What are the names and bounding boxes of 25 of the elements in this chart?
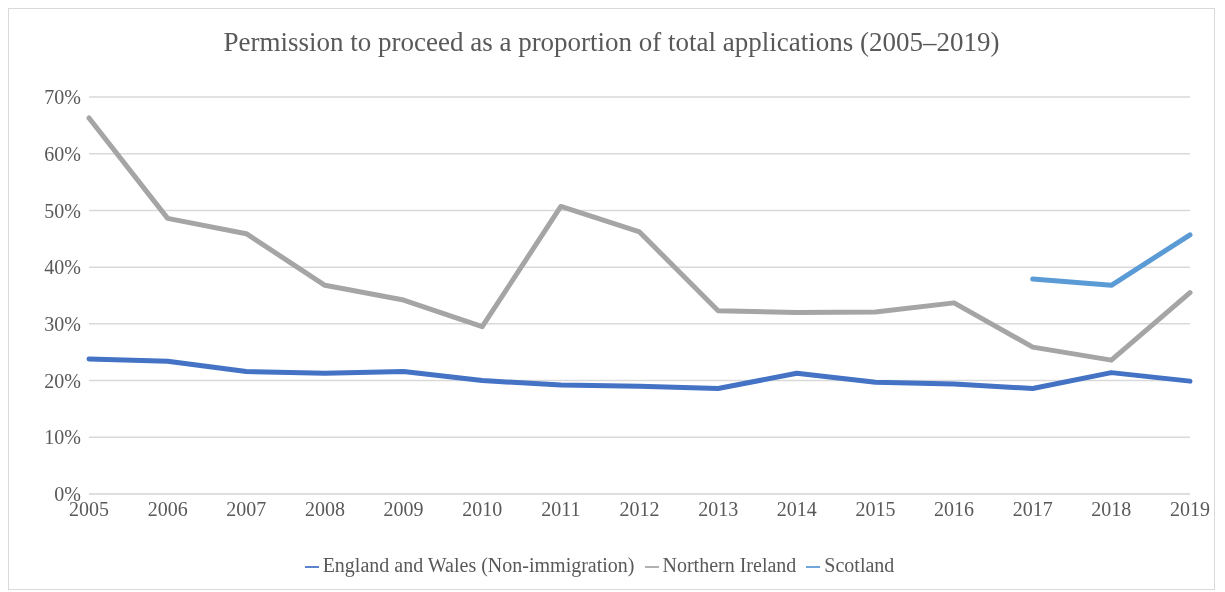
y-tick-label: 20% — [44, 369, 81, 392]
y-tick-label: 40% — [44, 256, 81, 279]
legend-label: England and Wales (Non-immigration) — [322, 554, 635, 576]
legend-label: Northern Ireland — [662, 554, 797, 576]
chart-title: Permission to proceed as a proportion of total applications (2005–2019) — [222, 26, 1001, 59]
x-tick-label: 2015 — [855, 498, 896, 521]
x-tick-label: 2018 — [1091, 498, 1132, 521]
legend-label: Scotland — [824, 554, 895, 576]
x-tick-label: 2014 — [776, 498, 817, 521]
y-tick-label: 60% — [44, 142, 81, 165]
y-tick-label: 70% — [44, 86, 81, 109]
x-tick-label: 2012 — [619, 498, 660, 521]
x-tick-label: 2006 — [147, 498, 188, 521]
x-tick-label: 2016 — [934, 498, 975, 521]
x-tick-label: 2013 — [698, 498, 739, 521]
x-tick-label: 2007 — [226, 498, 267, 521]
x-tick-label: 2008 — [304, 498, 345, 521]
y-tick-label: 30% — [44, 312, 81, 335]
y-tick-label: 10% — [44, 426, 81, 449]
y-tick-label: 50% — [44, 199, 81, 222]
x-tick-label: 2011 — [541, 498, 581, 521]
x-tick-label: 2010 — [462, 498, 503, 521]
x-tick-label: 2019 — [1170, 498, 1210, 521]
x-tick-label: 2009 — [383, 498, 424, 521]
x-tick-label: 2017 — [1012, 498, 1053, 521]
